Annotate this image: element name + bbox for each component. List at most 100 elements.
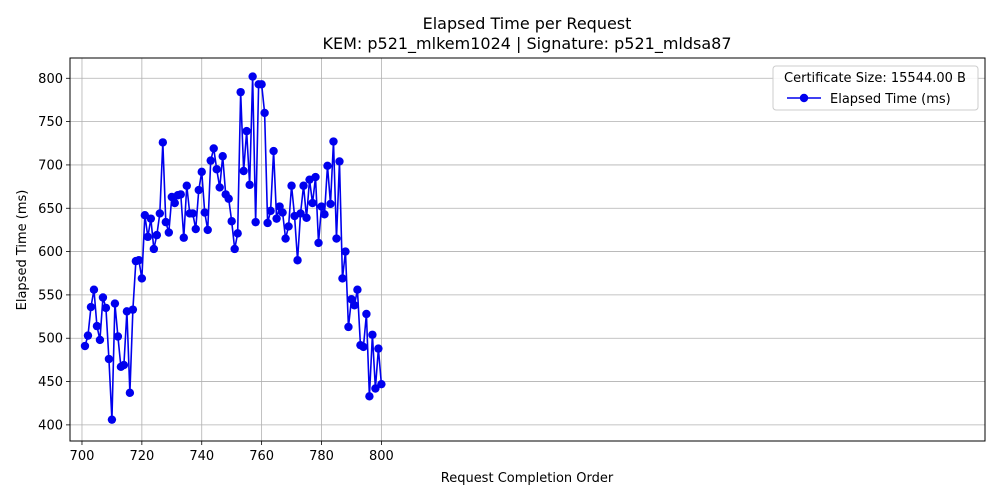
y-tick-label: 450 xyxy=(38,375,63,390)
data-point xyxy=(227,217,236,226)
data-point xyxy=(269,146,278,156)
data-point xyxy=(329,137,338,146)
data-point xyxy=(236,87,245,97)
data-point xyxy=(107,415,117,424)
data-point xyxy=(92,321,102,331)
chart-title: Elapsed Time per Request xyxy=(423,14,632,33)
data-point xyxy=(293,256,302,265)
legend-marker-swatch xyxy=(799,93,809,103)
y-tick-label: 700 xyxy=(38,158,63,173)
y-tick-label: 400 xyxy=(38,418,63,433)
data-point xyxy=(179,233,188,242)
data-point xyxy=(377,379,386,389)
series-line xyxy=(84,75,383,421)
data-point xyxy=(197,167,206,177)
data-point xyxy=(95,335,105,345)
legend-series-label: Elapsed Time (ms) xyxy=(830,92,951,107)
data-point xyxy=(176,190,185,199)
data-point xyxy=(302,213,311,222)
data-point xyxy=(161,217,171,227)
data-point xyxy=(215,183,224,192)
data-point xyxy=(134,256,144,265)
data-point xyxy=(137,274,147,283)
data-point xyxy=(233,229,242,238)
data-point xyxy=(242,126,251,136)
data-point xyxy=(278,208,287,217)
data-point xyxy=(188,209,197,218)
data-point xyxy=(281,234,290,243)
x-tick-label: 760 xyxy=(249,449,274,464)
data-point xyxy=(80,341,90,351)
data-point xyxy=(323,161,332,170)
data-point xyxy=(311,172,320,182)
y-tick-label: 750 xyxy=(38,115,63,130)
data-point xyxy=(224,194,233,203)
data-point xyxy=(344,322,353,332)
data-point xyxy=(371,384,380,393)
data-point xyxy=(284,222,293,231)
y-tick-label: 500 xyxy=(38,332,63,347)
data-point xyxy=(350,301,359,310)
data-point xyxy=(209,144,218,153)
data-point xyxy=(86,302,96,312)
x-tick-label: 700 xyxy=(70,449,95,464)
data-point xyxy=(299,181,308,190)
x-tick-label: 780 xyxy=(309,449,334,464)
data-point xyxy=(155,209,165,218)
data-point xyxy=(251,217,260,227)
data-point xyxy=(203,225,212,235)
data-point xyxy=(149,244,159,254)
legend-title: Certificate Size: 15544.00 B xyxy=(784,71,966,86)
data-point xyxy=(260,108,269,118)
data-point xyxy=(83,331,93,340)
y-tick-label: 550 xyxy=(38,288,63,303)
data-point xyxy=(272,214,281,223)
data-point xyxy=(308,198,317,208)
data-point xyxy=(263,218,272,228)
data-point xyxy=(128,305,138,314)
data-point xyxy=(98,293,108,302)
y-tick-label: 600 xyxy=(38,245,63,260)
y-axis: 400 450 500 550 600 650 700 750 800 xyxy=(38,72,70,433)
x-axis: 700 720 740 760 780 800 xyxy=(70,441,394,464)
data-point xyxy=(317,202,326,211)
x-axis-label: Request Completion Order xyxy=(441,471,614,486)
data-point xyxy=(326,199,335,209)
data-point xyxy=(158,138,168,147)
data-point xyxy=(248,72,257,81)
data-point xyxy=(362,309,371,319)
data-point xyxy=(365,392,374,401)
data-point xyxy=(212,165,221,174)
data-point xyxy=(266,206,275,216)
data-point xyxy=(191,224,200,234)
x-tick-label: 740 xyxy=(189,449,214,464)
data-point xyxy=(143,232,153,242)
data-point xyxy=(152,230,162,240)
chart-subtitle: KEM: p521_mlkem1024 | Signature: p521_ml… xyxy=(322,34,731,54)
data-point xyxy=(359,342,368,352)
x-tick-label: 720 xyxy=(129,449,154,464)
data-point xyxy=(332,234,341,243)
data-point xyxy=(104,354,114,364)
data-point xyxy=(164,228,174,237)
data-point xyxy=(368,330,377,339)
data-point xyxy=(146,214,156,223)
data-point xyxy=(170,198,179,208)
data-point xyxy=(125,388,135,398)
data-point xyxy=(374,344,383,353)
data-point xyxy=(101,303,111,313)
data-point xyxy=(218,152,227,161)
data-point xyxy=(245,180,254,190)
y-axis-label: Elapsed Time (ms) xyxy=(15,190,30,311)
data-point xyxy=(338,274,347,283)
data-point xyxy=(89,285,99,294)
series-layer xyxy=(80,72,386,424)
data-point xyxy=(296,209,305,218)
data-point xyxy=(239,166,248,176)
data-point xyxy=(314,238,323,248)
data-point xyxy=(320,210,329,219)
data-point xyxy=(119,360,129,370)
y-tick-label: 650 xyxy=(38,202,63,217)
y-tick-label: 800 xyxy=(38,72,63,87)
data-point xyxy=(353,285,362,294)
